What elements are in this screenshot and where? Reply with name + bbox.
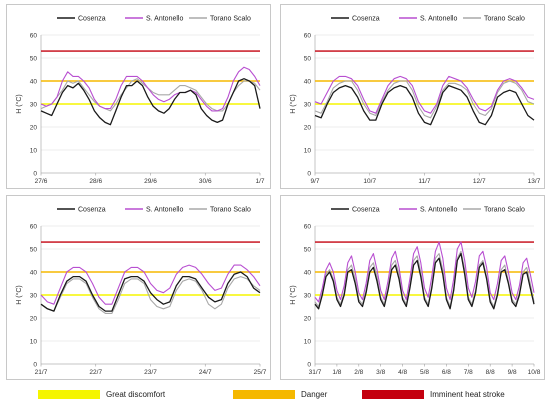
series-line [40, 276, 261, 314]
y-tick-label: 50 [30, 247, 38, 254]
x-tick-label: 27/6 [35, 178, 48, 185]
series-line [40, 78, 261, 112]
series-line [40, 271, 261, 312]
y-tick-label: 50 [30, 56, 38, 63]
threshold-legend-item-heat-stroke: Imminent heat stroke [362, 387, 505, 401]
legend-label: Cosenza [352, 16, 380, 23]
legend-label: Torano Scalo [210, 207, 251, 214]
y-tick-label: 10 [304, 148, 312, 155]
x-tick-label: 9/8 [508, 369, 517, 376]
danger-label: Danger [301, 389, 328, 399]
y-tick-label: 50 [304, 247, 312, 254]
x-tick-label: 1/8 [332, 369, 341, 376]
chart-svg: 0 10 20 30 40 50 60 H (°C) 27/6 28/6 29/6 30/6 1/7 Co… [15, 16, 265, 186]
chart-panel-4: 0 10 20 30 40 50 60 H (°C) 31/7 1/8 2/8 3/8 4/8 5/8 6/… [280, 195, 545, 380]
threshold-legend-item-danger: Danger [233, 387, 327, 401]
x-tick-label: 6/8 [442, 369, 451, 376]
y-tick-label: 40 [304, 270, 312, 277]
x-tick-label: 30/6 [199, 178, 212, 185]
heat-stroke-swatch [362, 389, 424, 399]
x-tick-label: 4/8 [398, 369, 407, 376]
legend-label: S. Antonello [146, 16, 183, 23]
y-axis-label: H (°C) [289, 94, 297, 114]
series-line [40, 66, 261, 112]
x-tick-label: 29/6 [144, 178, 157, 185]
legend-label: Torano Scalo [484, 207, 525, 214]
danger-swatch [233, 389, 295, 399]
x-tick-label: 24/7 [199, 369, 212, 376]
great-discomfort-label: Great discomfort [106, 389, 166, 399]
series-line [40, 264, 261, 305]
y-axis-label: H (°C) [289, 285, 297, 305]
legend-label: S. Antonello [420, 207, 457, 214]
y-tick-label: 30 [304, 293, 312, 300]
y-tick-label: 40 [304, 79, 312, 86]
y-tick-label: 10 [304, 339, 312, 346]
legend-label: Torano Scalo [210, 16, 251, 23]
chart-svg: 0 10 20 30 40 50 60 H (°C) 21/7 22/7 23/7 24/7 25/7 C… [15, 207, 267, 377]
legend-label: S. Antonello [420, 16, 457, 23]
y-tick-label: 30 [304, 102, 312, 109]
y-axis-label: H (°C) [15, 285, 23, 305]
heat-stroke-label: Imminent heat stroke [430, 389, 505, 399]
chart-svg: 0 10 20 30 40 50 60 H (°C) 9/7 10/7 11/7 12/7 13/7 Co… [289, 16, 541, 186]
x-tick-label: 7/8 [464, 369, 473, 376]
y-tick-label: 50 [304, 56, 312, 63]
x-tick-label: 13/7 [528, 178, 541, 185]
y-tick-label: 0 [33, 171, 37, 178]
y-tick-label: 40 [30, 79, 38, 86]
x-tick-label: 9/7 [310, 178, 319, 185]
x-tick-label: 31/7 [309, 369, 322, 376]
x-tick-label: 1/7 [255, 178, 264, 185]
y-tick-label: 0 [307, 362, 311, 369]
y-tick-label: 20 [304, 316, 312, 323]
x-tick-label: 3/8 [376, 369, 385, 376]
x-tick-label: 10/8 [528, 369, 541, 376]
y-tick-label: 10 [30, 148, 38, 155]
chart-panel-1: 0 10 20 30 40 50 60 H (°C) 27/6 28/6 29/6 30/6 1/7 Co… [6, 4, 271, 189]
great-discomfort-swatch [38, 389, 100, 399]
x-tick-label: 21/7 [35, 369, 48, 376]
x-tick-label: 10/7 [363, 178, 376, 185]
y-tick-label: 30 [30, 293, 38, 300]
y-tick-label: 40 [30, 270, 38, 277]
y-axis-label: H (°C) [15, 94, 23, 114]
legend-label: Torano Scalo [484, 16, 525, 23]
x-tick-label: 25/7 [254, 369, 267, 376]
x-tick-label: 12/7 [473, 178, 486, 185]
y-tick-label: 0 [33, 362, 37, 369]
chart-panel-3: 0 10 20 30 40 50 60 H (°C) 21/7 22/7 23/7 24/7 25/7 C… [6, 195, 271, 380]
y-tick-label: 60 [304, 224, 312, 231]
y-tick-label: 60 [30, 224, 38, 231]
series-line [314, 252, 535, 310]
series-line [40, 78, 261, 126]
x-tick-label: 8/8 [486, 369, 495, 376]
y-tick-label: 60 [304, 33, 312, 40]
y-tick-label: 30 [30, 102, 38, 109]
x-tick-label: 11/7 [418, 178, 431, 185]
y-tick-label: 60 [30, 33, 38, 40]
y-tick-label: 20 [30, 316, 38, 323]
y-tick-label: 20 [304, 125, 312, 132]
threshold-legend-item-great-discomfort: Great discomfort [38, 387, 165, 401]
y-tick-label: 0 [307, 171, 311, 178]
y-tick-label: 20 [30, 125, 38, 132]
x-tick-label: 5/8 [420, 369, 429, 376]
legend-label: Cosenza [352, 207, 380, 214]
x-tick-label: 22/7 [89, 369, 102, 376]
series-line [314, 80, 535, 119]
chart-svg: 0 10 20 30 40 50 60 H (°C) 31/7 1/8 2/8 3/8 4/8 5/8 6/… [289, 207, 541, 377]
legend-label: Cosenza [78, 207, 106, 214]
series-line [314, 84, 535, 126]
series-line [314, 241, 535, 303]
y-tick-label: 10 [30, 339, 38, 346]
x-tick-label: 28/6 [89, 178, 102, 185]
legend-label: Cosenza [78, 16, 106, 23]
chart-panel-2: 0 10 20 30 40 50 60 H (°C) 9/7 10/7 11/7 12/7 13/7 Co… [280, 4, 545, 189]
series-line [314, 75, 535, 114]
x-tick-label: 2/8 [354, 369, 363, 376]
legend-label: S. Antonello [146, 207, 183, 214]
threshold-legend: Great discomfort Danger Imminent heat st… [10, 383, 540, 405]
x-tick-label: 23/7 [144, 369, 157, 376]
